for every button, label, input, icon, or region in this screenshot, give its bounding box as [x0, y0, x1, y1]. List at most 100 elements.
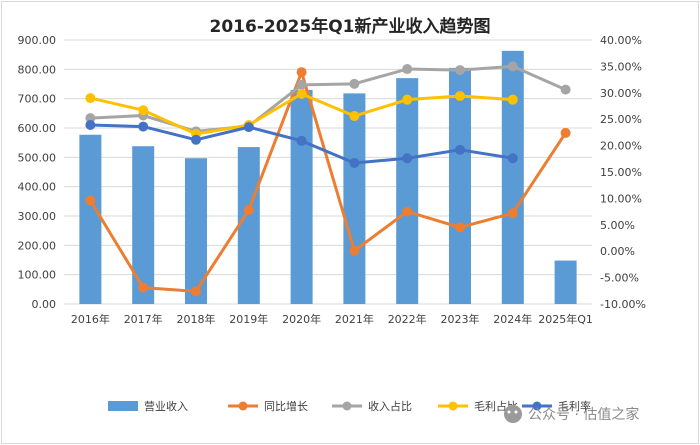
left-axis-tick-label: 400.00	[18, 181, 57, 194]
left-axis-tick-label: 800.00	[18, 63, 57, 76]
left-axis-tick-label: 0.00	[32, 298, 57, 311]
right-axis-tick-label: 5.00%	[600, 219, 635, 232]
right-axis-tick-label: 10.00%	[600, 192, 642, 205]
legend-marker	[448, 401, 458, 411]
series-line	[89, 70, 567, 293]
legend-item: 同比增长	[228, 399, 308, 413]
data-point	[85, 195, 96, 206]
data-point	[85, 93, 96, 104]
x-axis-tick-label: 2017年	[124, 312, 163, 326]
data-point	[455, 90, 465, 101]
data-point	[296, 88, 307, 99]
x-axis-tick-label: 2018年	[177, 312, 216, 326]
wechat-icon-eye-left	[507, 410, 511, 414]
data-point	[296, 67, 307, 78]
right-axis-tick-label: 40.00%	[600, 34, 642, 47]
right-axis-tick-label: -10.00%	[600, 298, 646, 311]
legend-marker	[238, 401, 248, 411]
data-point	[138, 282, 149, 293]
left-axis-tick-label: 200.00	[18, 239, 57, 252]
bar	[449, 67, 471, 304]
left-axis-tick-label: 600.00	[18, 122, 57, 135]
legend-marker	[532, 401, 542, 411]
left-axis-tick-label: 700.00	[18, 93, 57, 106]
x-axis-tick-label: 2016年	[71, 312, 110, 326]
right-axis-tick-label: 35.00%	[600, 60, 642, 73]
legend-item: 营业收入	[108, 399, 188, 413]
left-axis-tick-label: 500.00	[18, 151, 57, 164]
bar	[343, 93, 366, 305]
data-point	[296, 135, 307, 146]
right-axis-tick-label: -5.00%	[600, 272, 639, 285]
x-axis-tick-label: 2020年	[282, 312, 321, 326]
left-axis-tick-label: 300.00	[18, 210, 57, 223]
x-axis-tick-label: 2022年	[388, 312, 427, 326]
wechat-icon-eye-right	[514, 410, 518, 414]
series-同比增长	[85, 67, 571, 297]
right-axis-tick-label: 20.00%	[600, 140, 642, 153]
bar	[237, 147, 260, 304]
chart-title: 2016-2025年Q1新产业收入趋势图	[210, 16, 491, 37]
data-point	[402, 153, 413, 164]
data-point	[349, 245, 360, 256]
legend-label: 同比增长	[264, 399, 308, 413]
legend-label: 收入占比	[368, 399, 412, 413]
data-point	[560, 84, 571, 95]
legend-label: 毛利率	[558, 399, 591, 413]
data-point	[85, 120, 96, 131]
data-point	[507, 94, 518, 105]
data-point	[191, 286, 201, 297]
left-axis-tick-label: 900.00	[18, 34, 57, 47]
right-axis-tick-label: 0.00%	[600, 245, 635, 258]
data-point	[349, 111, 360, 122]
data-point	[455, 222, 465, 233]
bar	[79, 134, 102, 304]
axis-layer: 0.00 100.00 200.00 300.00 400.00 500.00 600.00…	[18, 34, 646, 326]
bar	[554, 260, 577, 304]
data-point	[402, 206, 413, 217]
x-axis-tick-label: 2025年Q1	[538, 312, 593, 326]
legend-label: 营业收入	[144, 399, 188, 413]
data-point	[349, 78, 360, 89]
data-point	[191, 134, 201, 145]
right-axis-tick-label: 15.00%	[600, 166, 642, 179]
data-point	[507, 61, 518, 72]
wechat-icon	[504, 405, 522, 423]
data-point	[455, 65, 465, 76]
data-point	[349, 158, 360, 169]
data-point	[243, 205, 254, 216]
legend-item: 毛利率	[522, 399, 591, 413]
data-point	[507, 153, 518, 164]
data-point	[243, 122, 254, 133]
x-axis-tick-label: 2021年	[335, 312, 374, 326]
series-毛利率	[85, 120, 518, 169]
left-axis-tick-label: 100.00	[18, 269, 57, 282]
x-axis-tick-label: 2024年	[493, 312, 532, 326]
legend-swatch	[108, 401, 138, 411]
watermark-text: 公众号 · 估值之家	[528, 406, 639, 423]
data-point	[85, 113, 96, 124]
data-point	[296, 79, 307, 90]
data-point	[455, 144, 465, 155]
data-point	[402, 64, 413, 75]
data-point	[138, 121, 149, 132]
right-axis-tick-label: 25.00%	[600, 113, 642, 126]
x-axis-tick-label: 2023年	[441, 312, 480, 326]
data-point	[560, 127, 571, 138]
data-point	[507, 208, 518, 219]
legend: 营业收入 同比增长 收入占比 毛利占比 毛利率	[108, 399, 591, 413]
right-axis-tick-label: 30.00%	[600, 87, 642, 100]
data-point	[402, 94, 413, 105]
legend-marker	[342, 401, 352, 411]
bar	[185, 158, 207, 304]
watermark: 公众号 · 估值之家	[504, 405, 639, 423]
bar	[501, 50, 524, 304]
x-axis-tick-label: 2019年	[229, 312, 268, 326]
bar	[132, 146, 155, 304]
data-point	[138, 105, 149, 116]
legend-item: 收入占比	[332, 399, 412, 413]
bar	[396, 78, 419, 304]
bar	[290, 89, 313, 304]
line-layer	[85, 61, 571, 297]
